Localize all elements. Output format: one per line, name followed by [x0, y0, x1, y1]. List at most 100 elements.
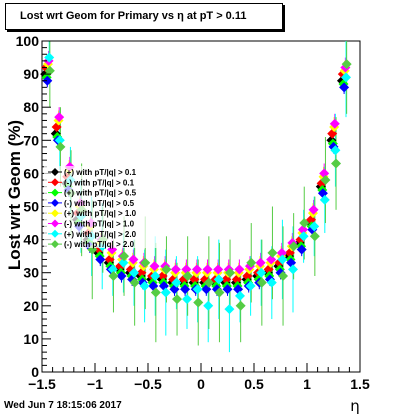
x-tick-label: 0.5 — [244, 376, 264, 392]
y-tick-label: 40 — [23, 232, 39, 248]
data-point — [309, 221, 320, 232]
data-point — [331, 158, 342, 169]
data-point — [276, 247, 287, 258]
legend-entry: (-) with pT/|q| > 0.5 — [64, 199, 135, 208]
data-point — [182, 271, 193, 282]
legend-marker — [51, 188, 59, 197]
data-point — [55, 141, 66, 152]
y-tick-label: 50 — [23, 199, 39, 215]
data-point — [170, 264, 181, 275]
data-point — [245, 280, 256, 291]
data-point — [213, 264, 224, 275]
data-point — [341, 72, 352, 83]
legend-marker — [51, 229, 59, 238]
legend-entry: (-) with pT/|q| > 2.0 — [64, 240, 135, 249]
data-point — [234, 264, 245, 275]
data-point — [119, 251, 130, 262]
y-tick-label: 30 — [23, 265, 39, 281]
data-point — [203, 277, 214, 288]
data-point — [118, 257, 129, 268]
data-point — [299, 218, 310, 229]
legend-marker — [51, 198, 59, 207]
data-point — [150, 287, 161, 298]
data-point — [267, 247, 278, 258]
data-point — [296, 244, 307, 255]
data-point — [108, 271, 119, 282]
x-tick-label: −0.5 — [134, 376, 162, 392]
y-tick-label: 60 — [23, 165, 39, 181]
data-point — [319, 194, 330, 205]
data-point — [193, 297, 204, 308]
legend-box — [44, 166, 160, 248]
y-tick-label: 100 — [16, 33, 40, 49]
data-point — [149, 261, 160, 272]
data-point — [203, 300, 214, 311]
data-point — [235, 290, 246, 301]
data-point — [256, 267, 267, 278]
y-tick-label: 90 — [23, 66, 39, 82]
data-point — [191, 264, 202, 275]
data-point — [266, 277, 277, 288]
x-tick-label: −1.5 — [28, 376, 56, 392]
legend-marker — [51, 178, 59, 187]
axes: −1.5 −1 −0.5 0 0.5 1 1.5 0 10 20 30 40 50 60 70 80 90 100 — [16, 33, 370, 392]
data-point — [309, 231, 320, 242]
data-point — [288, 241, 299, 252]
x-tick-label: 1.5 — [350, 376, 370, 392]
x-tick-label: −1 — [87, 376, 103, 392]
data-point — [139, 280, 150, 291]
legend-marker — [51, 209, 59, 218]
data-point — [192, 284, 203, 295]
data-point — [308, 204, 319, 215]
data-point — [171, 277, 182, 288]
legend-entry: (+) with pT/|q| > 1.0 — [64, 209, 137, 218]
data-point — [128, 254, 139, 265]
y-tick-label: 20 — [23, 298, 39, 314]
data-point — [255, 257, 266, 268]
data-point — [202, 264, 213, 275]
data-point — [44, 52, 55, 63]
data-point — [44, 65, 55, 76]
data-point — [222, 284, 233, 295]
y-tick-label: 70 — [23, 132, 39, 148]
x-axis-label: η — [350, 397, 360, 414]
data-point — [319, 168, 330, 179]
data-point — [104, 254, 115, 265]
data-point — [330, 145, 341, 156]
data-point — [235, 300, 246, 311]
data-point — [42, 75, 53, 86]
data-point — [129, 277, 140, 288]
data-point — [341, 59, 352, 70]
data-point — [161, 264, 172, 275]
legend-entry: (+) with pT/|q| > 0.1 — [64, 168, 137, 177]
data-point — [256, 277, 267, 288]
legend-marker — [51, 240, 59, 249]
data-point — [150, 271, 161, 282]
legend-entry: (+) with pT/|q| > 2.0 — [64, 230, 137, 239]
legend-marker — [51, 168, 59, 176]
data-point — [116, 271, 127, 282]
y-tick-label: 10 — [23, 331, 39, 347]
data-markers — [40, 52, 352, 315]
data-point — [54, 135, 65, 146]
data-point — [181, 264, 192, 275]
data-point — [54, 112, 65, 123]
data-point — [277, 254, 288, 265]
data-point — [225, 267, 236, 278]
data-point — [298, 231, 309, 242]
y-tick-label: 80 — [23, 99, 39, 115]
data-point — [246, 257, 257, 268]
data-point — [129, 267, 140, 278]
data-point — [107, 264, 118, 275]
data-point — [180, 284, 191, 295]
legend-marker — [51, 219, 59, 228]
timestamp-footer: Wed Jun 7 18:15:06 2017 — [4, 400, 122, 411]
legend-entry: (-) with pT/|q| > 0.1 — [64, 178, 135, 187]
data-point — [214, 287, 225, 298]
data-point — [95, 254, 106, 265]
y-tick-label: 0 — [31, 364, 39, 380]
legend-entry: (-) with pT/|q| > 1.0 — [64, 220, 135, 229]
data-point — [213, 274, 224, 285]
data-point — [329, 118, 340, 129]
